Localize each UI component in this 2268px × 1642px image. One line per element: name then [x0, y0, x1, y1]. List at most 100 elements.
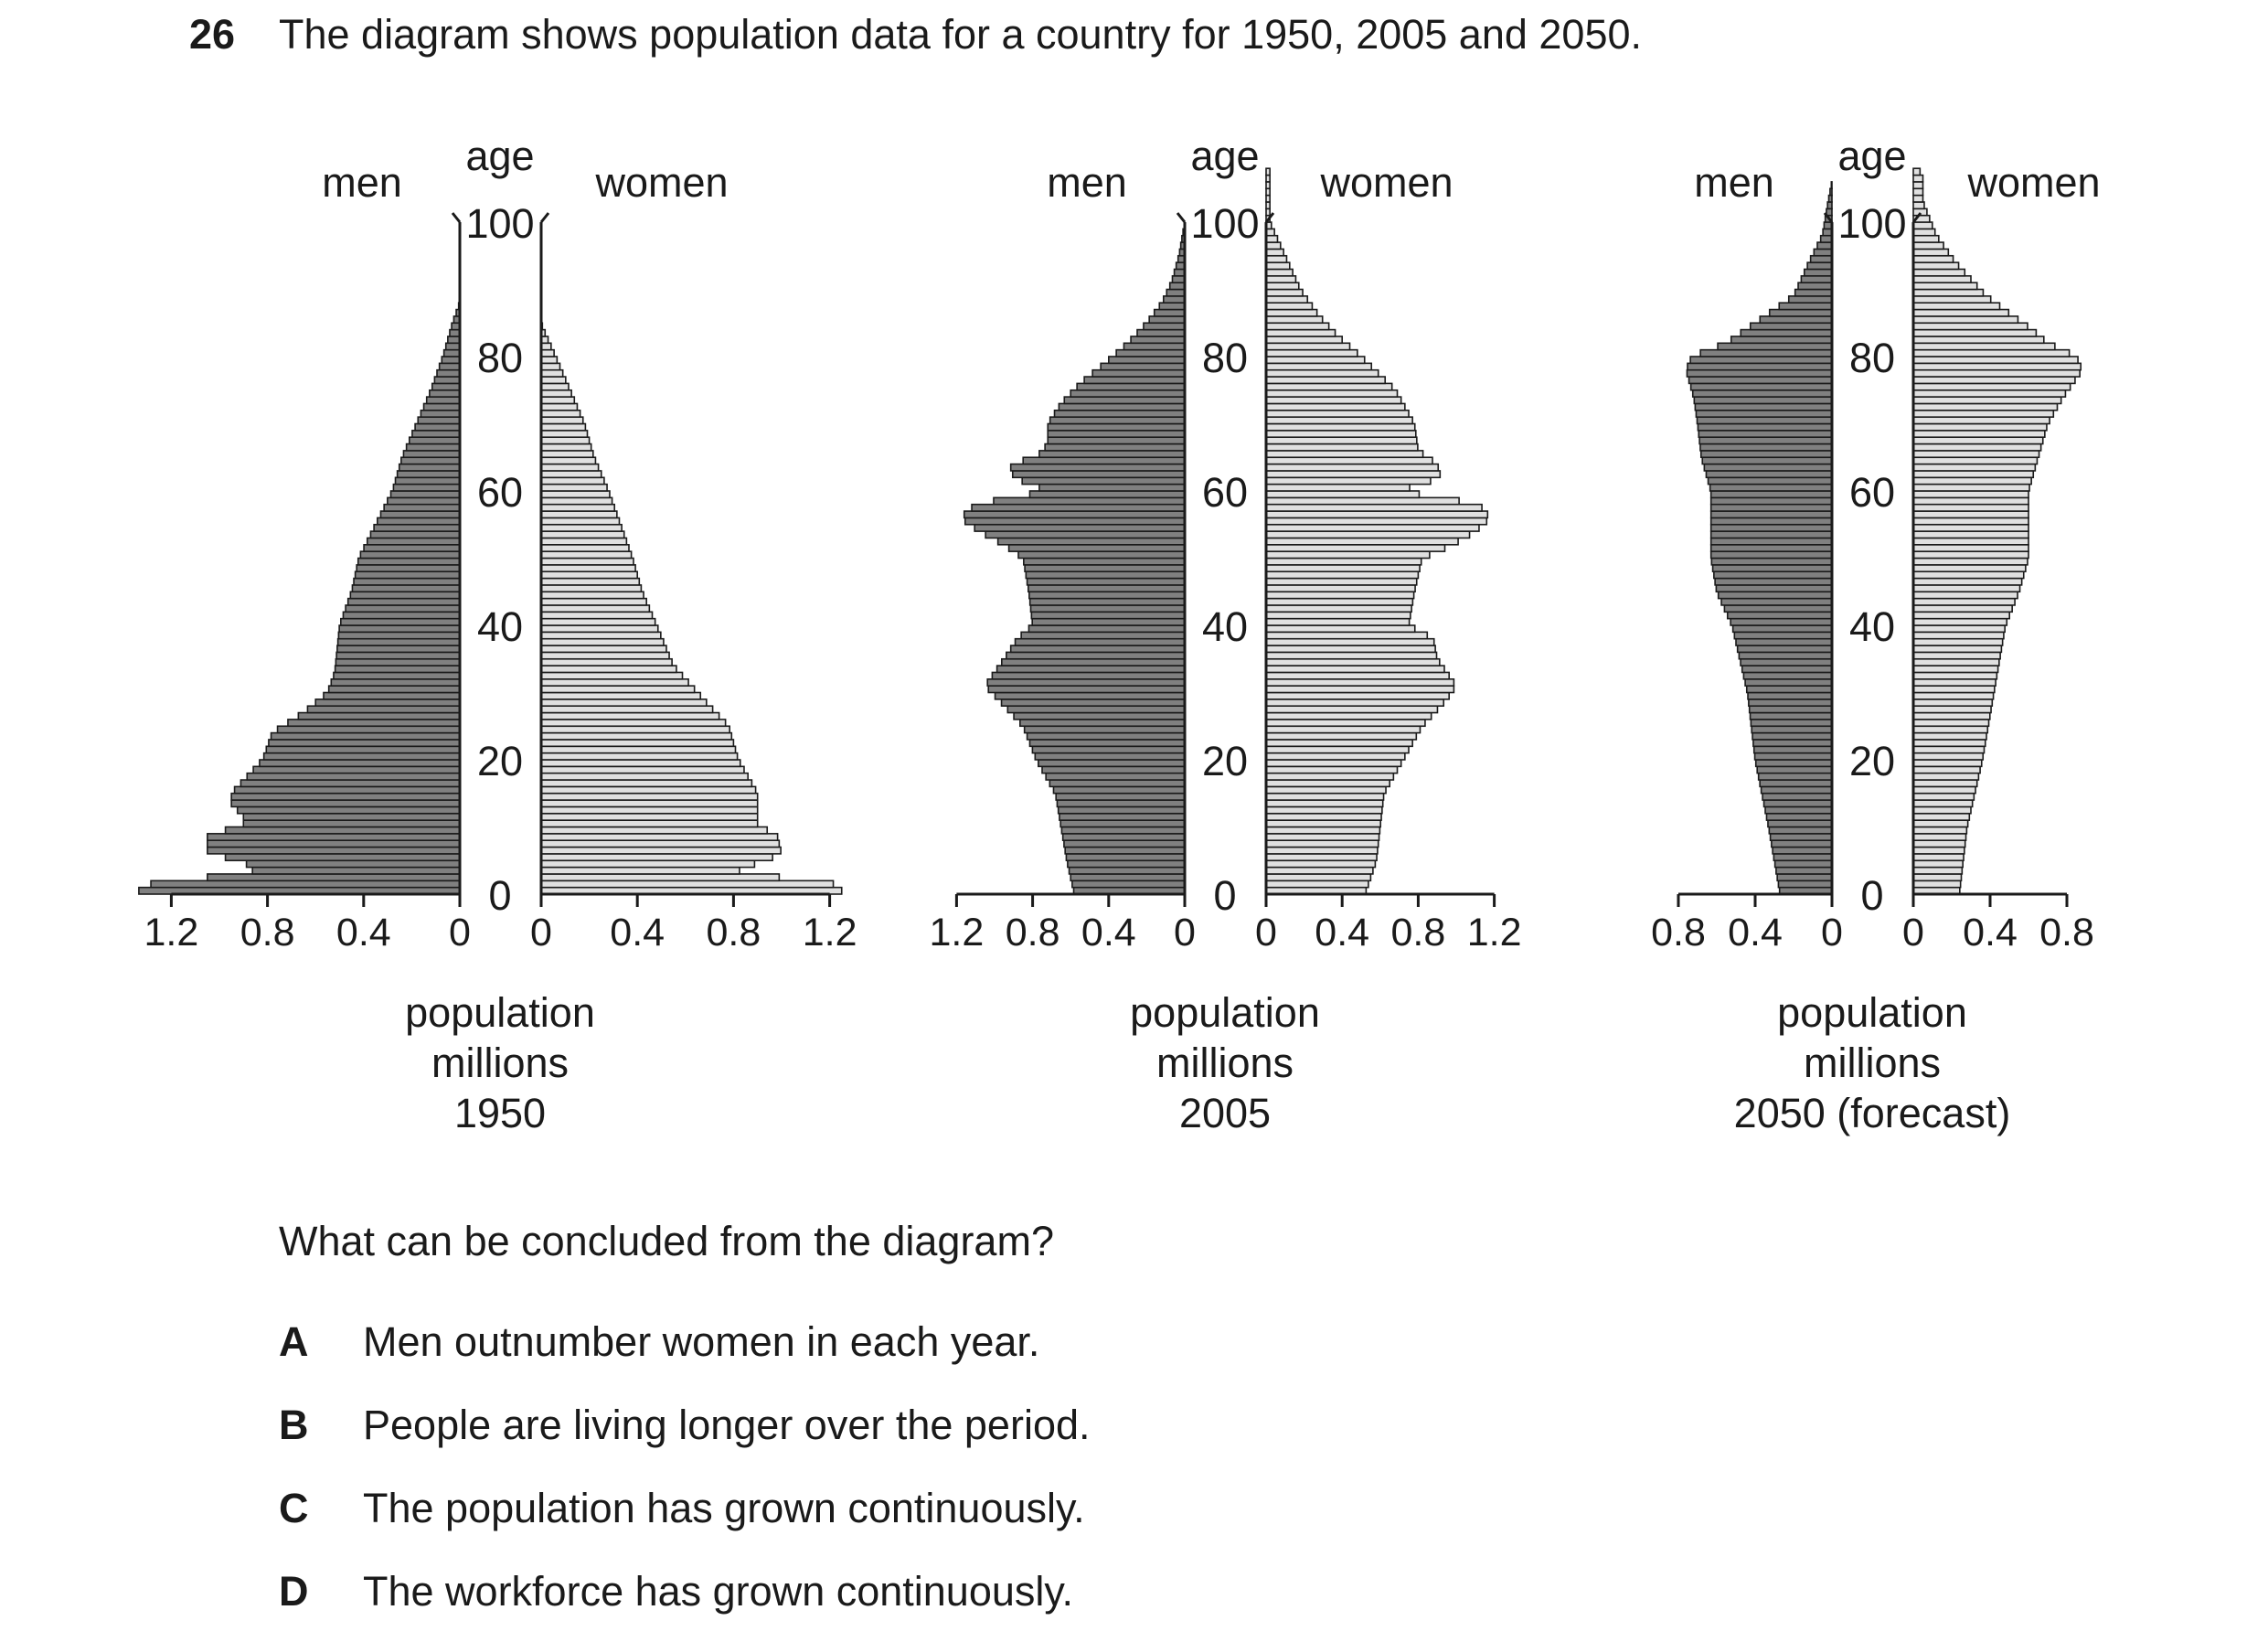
men-bar	[1001, 657, 1186, 666]
men-bar	[1740, 657, 1833, 666]
women-bar	[1912, 308, 2010, 317]
men-bar	[1705, 470, 1833, 479]
women-bar	[1265, 691, 1450, 700]
men-bar	[1759, 315, 1833, 325]
option-d[interactable]: D The workforce has grown continuously.	[279, 1568, 1073, 1615]
men-bar	[1762, 792, 1833, 801]
men-bar	[242, 819, 461, 828]
option-c-text: The population has grown continuously.	[363, 1485, 1085, 1531]
women-bar	[1265, 537, 1459, 546]
women-bar	[1912, 570, 2025, 580]
men-bar	[417, 416, 461, 425]
option-a[interactable]: A Men outnumber women in each year.	[279, 1318, 1039, 1366]
men-bar	[366, 537, 461, 546]
women-bar	[540, 779, 753, 788]
men-bar	[1776, 873, 1833, 882]
men-bar	[963, 510, 1186, 519]
women-bar	[540, 570, 638, 580]
women-bar	[1912, 503, 2029, 512]
women-bar	[1265, 517, 1488, 526]
men-bar	[240, 779, 461, 788]
age-tick-label: 60	[1202, 469, 1248, 516]
women-bar	[1265, 812, 1382, 821]
women-bar	[1265, 476, 1432, 485]
women-bar	[1265, 530, 1471, 539]
men-bar	[1083, 376, 1186, 385]
women-bar	[540, 402, 579, 411]
men-bar	[336, 645, 461, 654]
option-d-letter: D	[279, 1568, 309, 1615]
women-bar	[1912, 799, 1974, 808]
women-x-tick-label: 0.4	[1315, 911, 1369, 954]
women-bar	[1265, 194, 1271, 203]
men-bar	[389, 490, 461, 499]
men-x-tick-label: 0.8	[1651, 911, 1706, 954]
women-bar	[1912, 792, 1975, 801]
men-bar	[1765, 812, 1833, 821]
men-bar	[363, 543, 461, 552]
women-bar	[540, 476, 605, 485]
men-bar	[1816, 241, 1833, 251]
men-bar	[414, 422, 461, 432]
women-bar	[540, 617, 656, 626]
women-bar	[540, 657, 673, 666]
men-bar	[1777, 880, 1833, 889]
men-bar	[1063, 839, 1186, 848]
women-bar	[540, 631, 662, 640]
women-bar	[1265, 570, 1420, 580]
men-bar	[442, 348, 461, 357]
women-bar	[1912, 201, 1925, 210]
men-bar	[1699, 450, 1833, 459]
men-bar	[1038, 450, 1186, 459]
men-bar	[338, 624, 461, 634]
men-bar	[337, 631, 461, 640]
women-bar	[1265, 719, 1426, 728]
women-bar	[1912, 181, 1924, 190]
men-bar	[314, 698, 461, 707]
men-bar	[1071, 880, 1186, 889]
men-bar	[993, 496, 1186, 506]
women-bar	[540, 356, 559, 365]
women-bar	[540, 422, 587, 432]
women-bar	[1912, 315, 2019, 325]
women-bar	[540, 470, 602, 479]
women-bar	[1265, 772, 1395, 781]
men-bar	[246, 772, 461, 781]
option-c[interactable]: C The population has grown continuously.	[279, 1485, 1085, 1532]
men-bar	[1709, 496, 1833, 506]
men-bar	[342, 611, 461, 620]
women-bar	[1912, 731, 1987, 741]
men-bar	[373, 523, 461, 532]
women-bar	[1912, 866, 1964, 875]
men-bar	[1769, 833, 1833, 841]
option-b[interactable]: B People are living longer over the perio…	[279, 1402, 1091, 1449]
women-bar	[1912, 476, 2032, 485]
women-bar	[1912, 368, 2081, 378]
women-label: women	[1966, 159, 2100, 206]
men-bar	[986, 677, 1186, 687]
men-bar	[1044, 442, 1186, 452]
women-bar	[1265, 436, 1418, 445]
women-bar	[1265, 853, 1378, 862]
men-bar	[1750, 719, 1833, 728]
question-prompt: What can be concluded from the diagram?	[279, 1218, 1054, 1264]
women-bar	[540, 711, 720, 720]
women-bar	[540, 389, 572, 398]
men-bar	[1699, 442, 1833, 452]
men-axis-cap	[1823, 212, 1834, 223]
men-bar	[1827, 194, 1833, 203]
men-bar	[394, 476, 461, 485]
age-tick-label: 40	[1849, 603, 1895, 650]
men-bar	[1747, 691, 1833, 700]
men-bar	[1130, 336, 1186, 345]
women-bar	[1912, 362, 2082, 371]
men-bar	[1148, 315, 1186, 325]
men-bar	[297, 711, 461, 720]
men-bar	[354, 570, 461, 580]
men-bar	[996, 665, 1186, 674]
men-bar	[236, 805, 461, 815]
men-bar	[1034, 752, 1186, 761]
women-bar	[1912, 530, 2029, 539]
women-bar	[1265, 805, 1383, 815]
women-bar	[540, 859, 756, 869]
